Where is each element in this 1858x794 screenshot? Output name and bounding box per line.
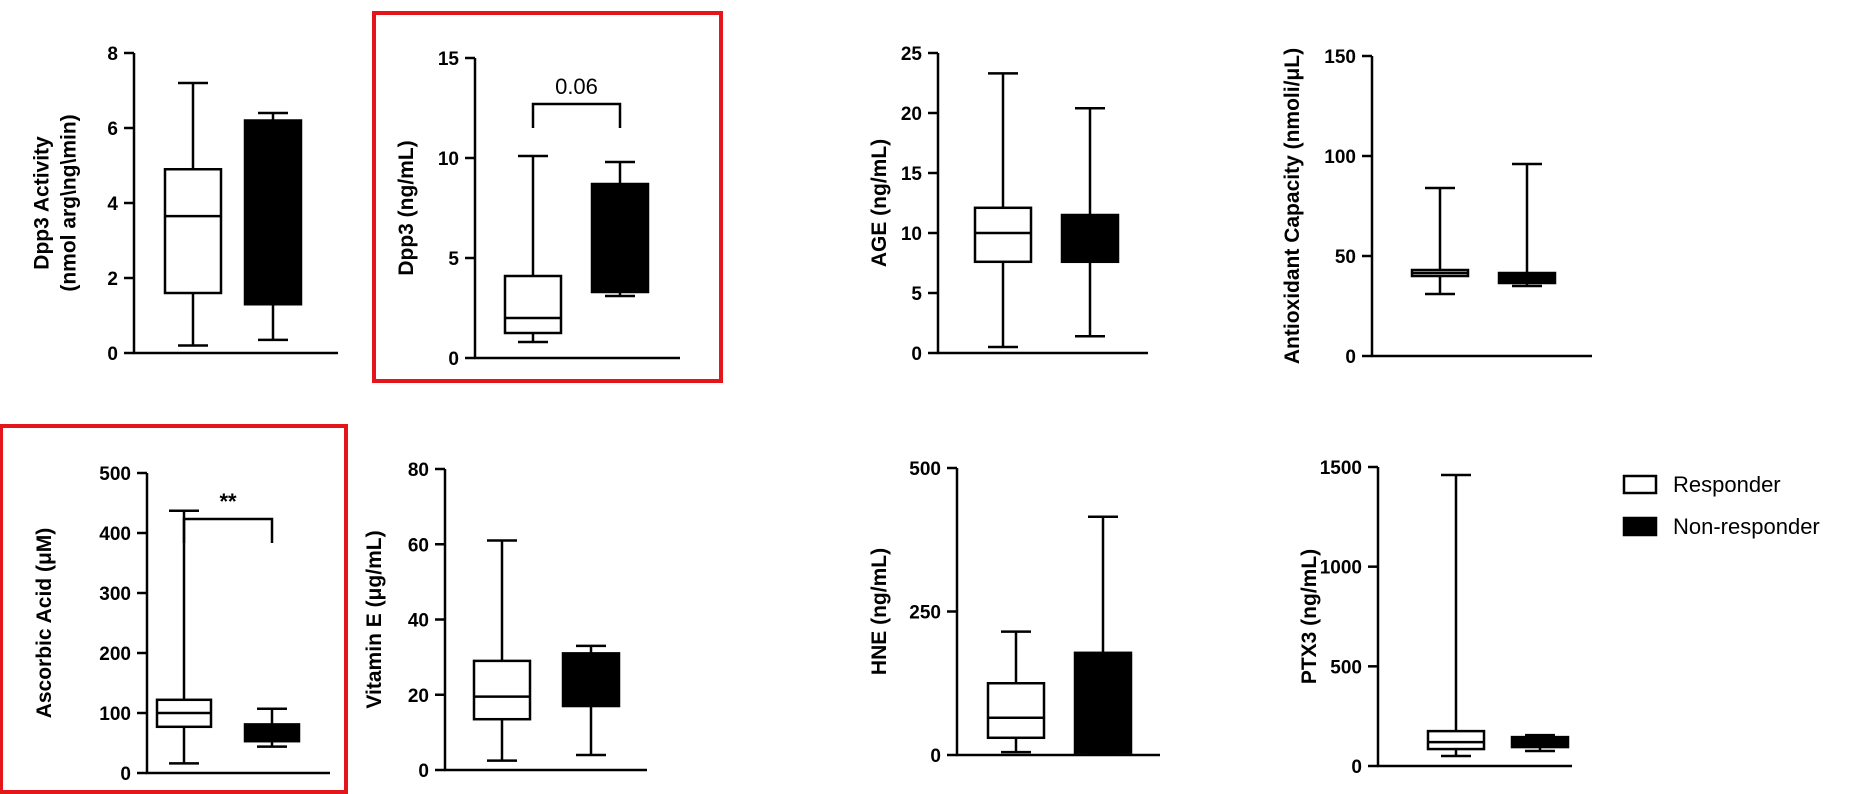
- y-tick-label: 200: [99, 644, 131, 665]
- y-tick-label: 500: [1330, 657, 1362, 678]
- y-axis-label: HNE (ng/mL): [868, 548, 891, 675]
- y-axis-label: Dpp3 (ng/mL): [395, 140, 418, 275]
- y-tick-label: 0: [911, 344, 922, 365]
- legend-label-responder: Responder: [1673, 472, 1781, 497]
- y-tick-label: 400: [99, 524, 131, 545]
- box-non-responder: [561, 644, 621, 757]
- box-iqr: [1426, 729, 1486, 751]
- y-tick-label: 0: [1351, 757, 1362, 778]
- box-responder: [163, 81, 223, 347]
- y-tick-label: 0: [107, 344, 118, 365]
- y-tick-label: 6: [107, 119, 118, 140]
- y-tick-label: 20: [901, 104, 922, 125]
- chart-dpp3-activity: 0 2 4 6 8 Dpp3 Activity (nmol arg\ng\min): [31, 44, 338, 365]
- y-tick-label: 4: [107, 194, 118, 215]
- box-responder: [1410, 186, 1470, 296]
- box-non-responder: [1497, 162, 1557, 288]
- highlight-frame: [0, 424, 348, 794]
- box-iqr: [590, 182, 650, 294]
- y-tick-label: 60: [408, 535, 429, 556]
- chart-antioxidant-capacity: 0 50 100 150 Antioxidant Capacity (nmoli/μL): [1281, 47, 1592, 368]
- y-tick-label: 500: [909, 459, 941, 480]
- y-tick-label: 300: [99, 584, 131, 605]
- box-non-responder: [1073, 515, 1133, 756]
- box-responder: [155, 509, 213, 765]
- box-responder: [1426, 473, 1486, 758]
- y-tick-label: 20: [408, 686, 429, 707]
- y-tick-label: 0: [1345, 347, 1356, 368]
- y-tick-label: 0: [930, 746, 941, 767]
- y-tick-label: 15: [901, 164, 923, 185]
- box-responder: [973, 72, 1033, 349]
- chart-dpp3: 0 5 10 15 Dpp3 (ng/mL) 0.06: [372, 11, 723, 383]
- y-tick-label: 0: [418, 761, 429, 782]
- y-tick-label: 2: [107, 269, 118, 290]
- y-tick-label: 10: [438, 149, 459, 170]
- box-iqr: [1060, 213, 1120, 264]
- y-tick-label: 8: [107, 44, 118, 65]
- box-non-responder: [1060, 106, 1120, 338]
- box-non-responder: [243, 111, 303, 342]
- significance-bracket: [531, 102, 622, 128]
- y-axis-label: Dpp3 Activity: [31, 136, 54, 270]
- y-axis-label: (nmol arg\ng\min): [58, 114, 81, 291]
- highlight-frame: [372, 11, 723, 383]
- box-iqr: [973, 206, 1033, 264]
- y-tick-label: 1000: [1320, 558, 1362, 579]
- y-tick-label: 80: [408, 460, 429, 481]
- chart-hne: 0 250 500 HNE (ng/mL): [868, 459, 1160, 767]
- box-iqr: [503, 274, 563, 335]
- significance-bracket: [182, 517, 274, 543]
- significance-label: **: [219, 489, 237, 514]
- box-non-responder: [1510, 733, 1570, 753]
- legend: Responder Non-responder: [1622, 472, 1820, 539]
- box-iqr: [163, 168, 223, 295]
- chart-vitamin-e: 0 20 40 60 80 Vitamin E (μg/mL): [363, 460, 647, 782]
- box-responder: [986, 630, 1046, 754]
- y-axis-label: AGE (ng/mL): [868, 139, 891, 267]
- legend-swatch-responder: [1622, 474, 1658, 495]
- y-tick-label: 0: [120, 764, 131, 785]
- box-iqr: [561, 652, 621, 708]
- y-tick-label: 5: [911, 284, 922, 305]
- box-responder: [503, 154, 563, 344]
- y-tick-label: 15: [438, 49, 460, 70]
- y-tick-label: 40: [408, 611, 429, 632]
- y-tick-label: 100: [99, 704, 131, 725]
- y-axis-label: Antioxidant Capacity (nmoli/μL): [1281, 48, 1304, 364]
- y-tick-label: 100: [1324, 147, 1356, 168]
- y-tick-label: 1500: [1320, 458, 1362, 479]
- box-iqr: [1073, 651, 1133, 754]
- box-iqr: [986, 682, 1046, 740]
- box-non-responder: [590, 160, 650, 298]
- box-responder: [472, 539, 532, 762]
- box-iqr: [243, 119, 303, 306]
- significance-label: 0.06: [555, 74, 598, 99]
- y-tick-label: 0: [448, 349, 459, 370]
- legend-swatch-non-responder: [1622, 516, 1658, 537]
- legend-label-non-responder: Non-responder: [1673, 514, 1820, 539]
- chart-ascorbic-acid: 0 100 200 300 400 500 Ascorbic Acid (μM) **: [0, 424, 348, 794]
- y-tick-label: 50: [1335, 247, 1356, 268]
- box-non-responder: [243, 707, 301, 748]
- y-axis-label: Ascorbic Acid (μM): [33, 528, 56, 719]
- chart-ptx3: 0 500 1000 1500 PTX3 (ng/mL): [1298, 458, 1572, 778]
- y-tick-label: 25: [901, 44, 923, 65]
- y-tick-label: 150: [1324, 47, 1356, 68]
- y-tick-label: 5: [448, 249, 459, 270]
- y-tick-label: 500: [99, 464, 131, 485]
- y-tick-label: 10: [901, 224, 922, 245]
- y-axis-label: Vitamin E (μg/mL): [363, 530, 386, 708]
- y-tick-label: 250: [909, 603, 941, 624]
- box-iqr: [472, 659, 532, 721]
- chart-age: 0 5 10 15 20 25 AGE (ng/mL): [868, 44, 1148, 365]
- y-axis-label: PTX3 (ng/mL): [1298, 549, 1321, 684]
